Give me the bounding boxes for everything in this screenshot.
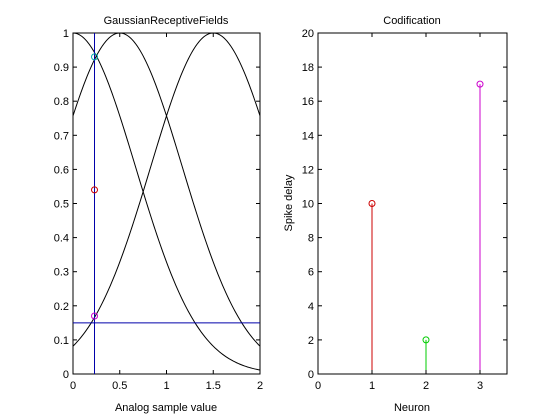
left-y-tick-label: 0.3 — [54, 267, 69, 279]
right-y-tick-label: 14 — [302, 130, 314, 142]
stem-marker-neuron-3 — [476, 80, 484, 88]
right-y-tick-label: 0 — [308, 369, 314, 381]
stem-marker-neuron-1 — [368, 200, 376, 207]
left-y-tick-label: 0.9 — [54, 62, 69, 74]
right-y-tick-label: 20 — [302, 28, 314, 40]
left-x-tick-label: 2 — [257, 380, 263, 392]
right-axes-box — [317, 32, 508, 375]
left-y-ticks: 0 0.1 0.2 0.3 0.4 0.5 0.6 0.7 0.8 0.9 1 — [54, 28, 260, 381]
left-x-tick-label: 1 — [163, 380, 169, 392]
gaussian-curve-1 — [72, 32, 261, 371]
left-y-tick-label: 0.8 — [54, 96, 69, 108]
left-y-tick-label: 0.6 — [54, 164, 69, 176]
intersection-marker-3 — [91, 312, 99, 320]
right-y-tick-label: 6 — [308, 267, 314, 279]
left-x-tick-label: 0.5 — [112, 380, 127, 392]
right-x-tick-label: 0 — [315, 380, 321, 392]
stem-marker-neuron-2 — [422, 336, 430, 344]
left-y-tick-label: 0.4 — [54, 233, 69, 245]
left-y-tick-label: 1 — [63, 28, 69, 40]
left-plot-area — [72, 32, 261, 374]
left-x-ticks: 0 0.5 1 1.5 2 — [70, 33, 263, 392]
right-y-tick-label: 12 — [302, 164, 314, 176]
left-y-tick-label: 0.1 — [54, 335, 69, 347]
right-x-tick-label: 3 — [477, 380, 483, 392]
left-panel: GaussianReceptiveFields 0 0.5 1 1.5 2 0 0.1 0.… — [54, 15, 263, 414]
right-chart-title: Codification — [383, 15, 440, 27]
gaussian-curve-2 — [72, 32, 261, 347]
right-x-axis-label: Neuron — [394, 402, 430, 414]
right-y-axis-label: Spike delay — [283, 174, 295, 231]
right-y-tick-label: 2 — [308, 335, 314, 347]
intersection-marker-2 — [91, 186, 99, 194]
right-x-ticks: 0 1 2 3 — [315, 33, 483, 392]
right-plot-area — [368, 80, 484, 374]
left-x-tick-label: 1.5 — [206, 380, 221, 392]
right-y-tick-label: 8 — [308, 233, 314, 245]
right-y-tick-label: 16 — [302, 96, 314, 108]
left-y-tick-label: 0.5 — [54, 199, 69, 211]
right-y-tick-label: 18 — [302, 62, 314, 74]
left-y-tick-label: 0.7 — [54, 130, 69, 142]
intersection-marker-1 — [91, 53, 99, 61]
right-y-tick-label: 4 — [308, 301, 314, 313]
left-chart-title: GaussianReceptiveFields — [104, 15, 229, 27]
left-x-axis-label: Analog sample value — [115, 402, 217, 414]
left-y-tick-label: 0.2 — [54, 301, 69, 313]
left-y-tick-label: 0 — [63, 369, 69, 381]
right-y-ticks: 0 2 4 6 8 10 12 14 16 18 20 — [302, 28, 507, 381]
left-x-tick-label: 0 — [70, 380, 76, 392]
right-x-tick-label: 1 — [369, 380, 375, 392]
right-x-tick-label: 2 — [423, 380, 429, 392]
right-y-tick-label: 10 — [302, 199, 314, 211]
gaussian-curve-3 — [72, 32, 261, 347]
